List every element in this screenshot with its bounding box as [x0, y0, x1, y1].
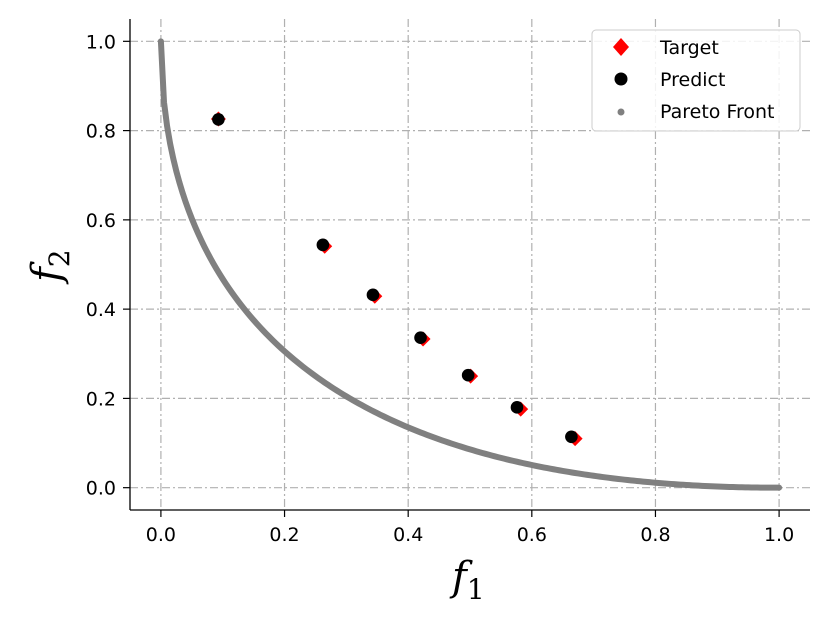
legend: Target Predict Pareto Front — [591, 29, 801, 132]
y-tick-label: 0.8 — [86, 121, 116, 143]
y-tick-label: 0.0 — [86, 478, 116, 500]
x-tick-label: 0.2 — [269, 524, 299, 546]
axes — [123, 19, 810, 517]
legend-target-marker — [613, 38, 629, 56]
y-tick-label: 0.2 — [86, 388, 116, 410]
x-axis-label-sub: 1 — [467, 573, 485, 606]
x-tick-label: 0.0 — [146, 524, 176, 546]
predict-point — [316, 238, 330, 252]
x-tick-label: 1.0 — [764, 524, 794, 546]
y-tick-label: 0.4 — [86, 299, 116, 321]
y-tick-label: 1.0 — [86, 31, 116, 53]
y-axis-label-sub: 2 — [43, 249, 76, 267]
x-tick-label: 0.6 — [517, 524, 547, 546]
pareto-front-curve — [157, 38, 783, 491]
x-tick-label: 0.4 — [393, 524, 423, 546]
predict-point — [366, 288, 380, 302]
predict-markers — [212, 113, 578, 444]
predict-point — [414, 331, 427, 345]
y-tick-label: 0.6 — [86, 210, 116, 232]
predict-point — [565, 430, 578, 444]
legend-pareto-label: Pareto Front — [660, 101, 775, 123]
y-axis-label: f2 — [24, 249, 76, 285]
legend-predict-label: Predict — [660, 69, 725, 91]
legend-box — [591, 29, 801, 132]
x-axis-label: f1 — [449, 554, 485, 606]
x-tick-label: 0.8 — [640, 524, 670, 546]
predict-point — [212, 113, 225, 126]
legend-predict-marker — [614, 72, 628, 86]
tick-labels: 0.0 0.2 0.4 0.6 0.8 1.0 0.0 0.2 0.4 0.6 0.8 1.0 — [86, 31, 794, 546]
target-markers — [210, 111, 583, 447]
legend-pareto-marker — [617, 108, 625, 116]
predict-point — [510, 401, 524, 414]
predict-point — [461, 368, 475, 382]
legend-target-label: Target — [659, 37, 719, 59]
